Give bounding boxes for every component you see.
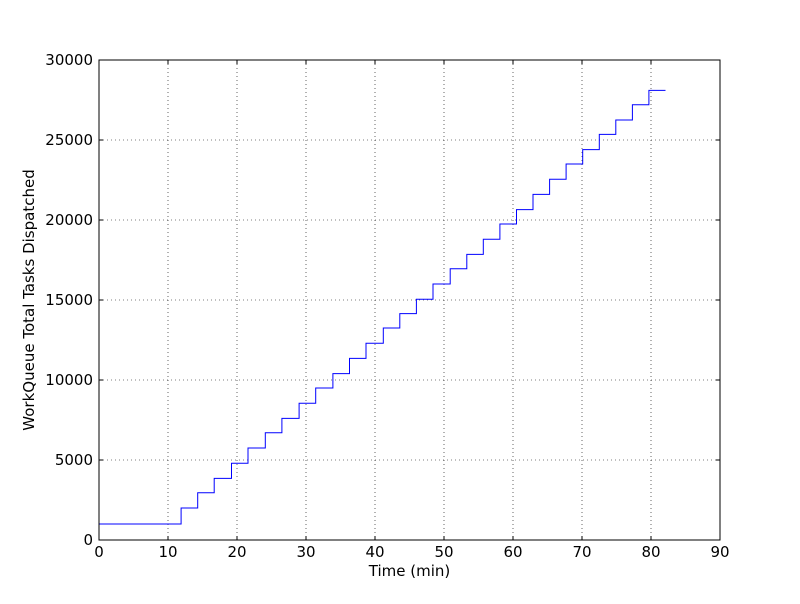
x-tick-label: 10: [158, 543, 177, 561]
x-tick-label: 70: [572, 543, 591, 561]
y-tick-label: 25000: [45, 131, 93, 149]
y-tick-label: 20000: [45, 211, 93, 229]
grid-lines: [99, 60, 720, 540]
y-tick-label: 30000: [45, 51, 93, 69]
y-axis-label: WorkQueue Total Tasks Dispatched: [20, 169, 38, 430]
y-tick-label: 5000: [55, 451, 93, 469]
x-tick-label: 20: [227, 543, 246, 561]
x-tick-label: 90: [710, 543, 729, 561]
ticks: 0 10 20 30 40 50 60 70 80 90 0 5000 10000 15000 20000 2…: [45, 51, 729, 561]
series-line: [99, 89, 666, 525]
x-tick-label: 60: [503, 543, 522, 561]
series-layer: [99, 89, 666, 525]
x-tick-label: 50: [434, 543, 453, 561]
y-tick-label: 15000: [45, 291, 93, 309]
x-tick-label: 40: [365, 543, 384, 561]
y-tick-label: 10000: [45, 371, 93, 389]
y-tick-label: 0: [83, 531, 93, 549]
x-tick-label: 0: [94, 543, 104, 561]
x-axis-label: Time (min): [368, 562, 450, 580]
x-tick-label: 30: [296, 543, 315, 561]
x-tick-label: 80: [641, 543, 660, 561]
